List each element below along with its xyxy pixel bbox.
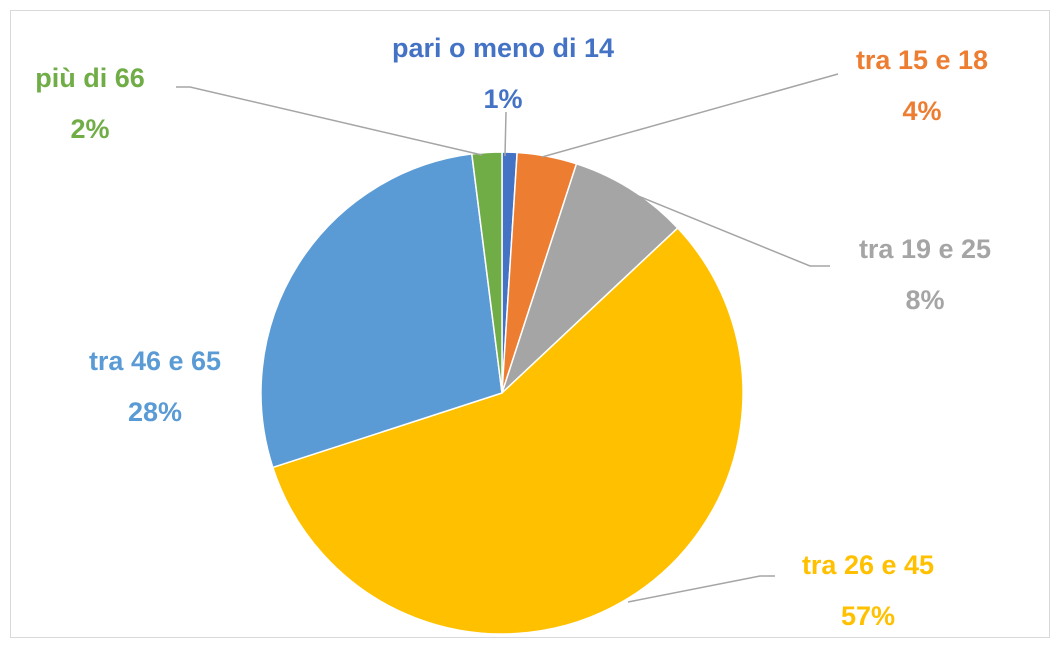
data-labels: pari o meno di 14 1% tra 15 e 18 4% tra 19 e… [35,33,991,631]
pie-slice [260,153,503,469]
category-label: più di 66 [35,63,145,93]
category-label: tra 15 e 18 [856,45,988,75]
value-label: 28% [128,397,182,427]
leader-line [176,86,483,156]
leader-lines [176,73,839,603]
value-label: 4% [902,96,941,126]
value-label: 8% [905,285,944,315]
value-label: 57% [841,601,895,631]
pie [260,151,744,635]
value-label: 1% [483,84,522,114]
leader-line [504,111,507,157]
category-label: tra 46 e 65 [89,346,221,376]
category-label: pari o meno di 14 [392,33,614,63]
pie-slice [271,226,744,635]
pie-slice [501,162,679,394]
leader-line [603,181,830,267]
value-label: 2% [70,114,109,144]
pie-slice [470,151,503,394]
category-label: tra 26 e 45 [802,550,934,580]
category-label: tra 19 e 25 [859,234,991,264]
leader-line [627,575,775,603]
leader-line [541,73,839,158]
